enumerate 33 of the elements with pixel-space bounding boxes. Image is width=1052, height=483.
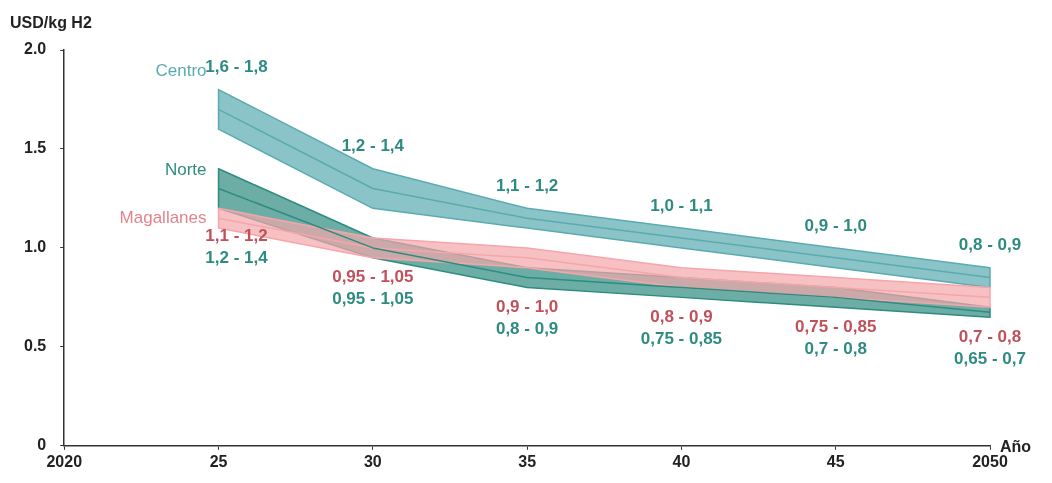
annotation: 0,9 - 1,0 [804, 215, 867, 235]
series-label: Norte [164, 160, 207, 180]
annotation: 1,2 - 1,4 [341, 136, 405, 156]
annotation: 0,95 - 1,05 [332, 289, 414, 309]
y-tick-label: 0.5 [23, 337, 47, 355]
annotation: 1,0 - 1,1 [650, 195, 713, 215]
annotation: 0,75 - 0,85 [795, 316, 877, 336]
annotation: 0,8 - 0,9 [495, 319, 559, 339]
annotation: 0,8 - 0,9 [958, 235, 1022, 255]
y-tick-label: 1.0 [23, 238, 47, 256]
y-axis-title: USD/kg H2 [10, 14, 92, 32]
y-tick-label: 0 [37, 436, 47, 454]
annotation: 0,7 - 0,8 [804, 338, 867, 358]
series-label: Centro [155, 61, 207, 81]
y-tick-label: 2.0 [23, 40, 47, 58]
annotation: 1,1 - 1,2 [495, 176, 559, 196]
annotation: 0,8 - 0,9 [650, 307, 713, 327]
annotation: 1,2 - 1,4 [205, 247, 269, 267]
annotation: 0,9 - 1,0 [495, 297, 559, 317]
y-tick-label: 1.5 [23, 139, 47, 157]
annotation: 0,65 - 0,7 [954, 348, 1026, 368]
x-tick-label: 30 [363, 452, 382, 470]
x-tick-label: 40 [672, 452, 691, 470]
x-tick-label: 35 [518, 452, 537, 470]
x-tick-label: 2020 [46, 452, 83, 470]
annotation: 1,1 - 1,2 [205, 225, 268, 245]
x-tick-label: 45 [826, 452, 845, 470]
annotation: 0,7 - 0,8 [958, 326, 1022, 346]
annotation: 0,95 - 1,05 [332, 267, 414, 287]
x-tick-label: 25 [209, 452, 228, 470]
series-label: Magallanes [119, 207, 207, 227]
annotation: 0,75 - 0,85 [640, 329, 723, 349]
annotation: 1,6 - 1,8 [205, 57, 268, 77]
